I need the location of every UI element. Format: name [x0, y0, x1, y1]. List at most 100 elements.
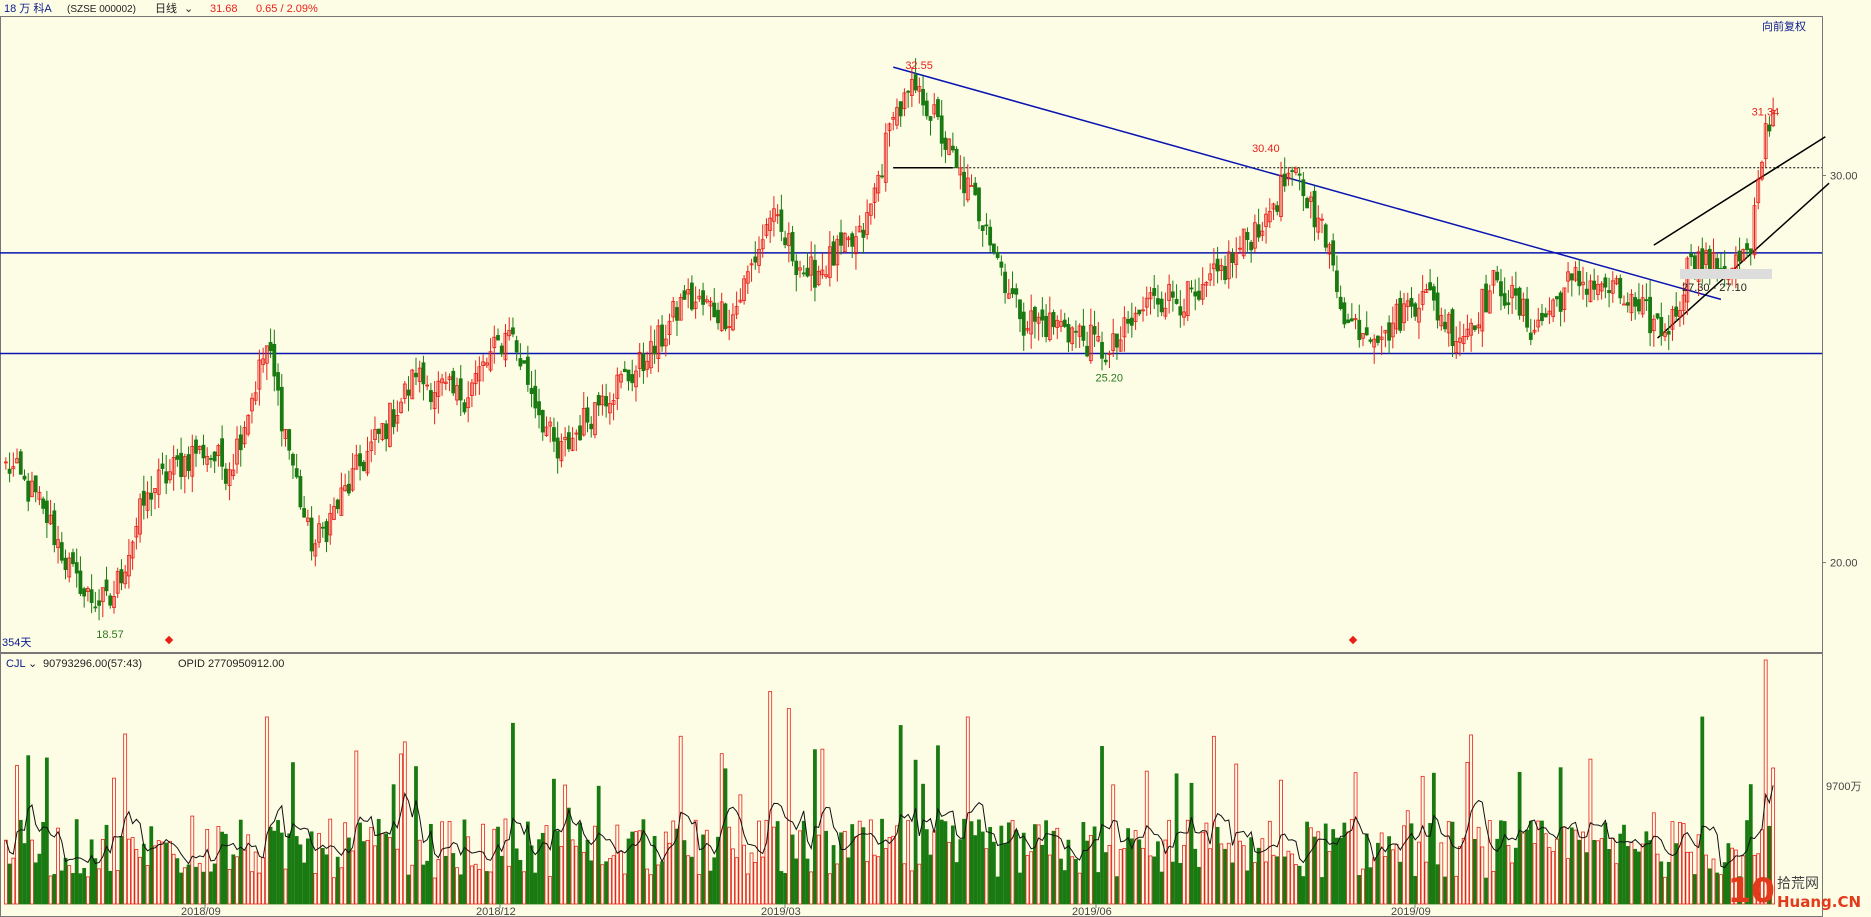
volume-bar — [1003, 843, 1007, 905]
volume-bar — [108, 870, 113, 905]
candle-body — [71, 552, 75, 564]
volume-bar — [1577, 839, 1582, 905]
candle-body — [731, 314, 735, 331]
candle-body — [223, 468, 228, 484]
volume-bar — [723, 768, 728, 905]
candle-body — [1185, 281, 1190, 317]
stock-code: (SZSE 000002) — [67, 4, 136, 15]
volume-bar — [250, 871, 254, 905]
volume-bar — [462, 819, 467, 905]
volume-bar — [1081, 822, 1086, 905]
candle-body — [380, 423, 385, 440]
candle-body — [690, 282, 694, 310]
volume-bar — [313, 872, 318, 905]
candle-body — [1651, 318, 1656, 332]
candle-body — [1163, 307, 1168, 317]
volume-bar — [1036, 824, 1041, 905]
volume-bar — [1592, 839, 1597, 905]
volume-bar — [850, 824, 855, 905]
candle-body — [1450, 309, 1455, 347]
adjust-mode[interactable]: 向前复权 — [1762, 19, 1806, 33]
candle-body — [1197, 290, 1201, 300]
candle-body — [67, 557, 72, 578]
volume-bar — [1133, 830, 1138, 905]
candle-body — [1081, 325, 1086, 341]
candle-body — [615, 374, 620, 399]
candle-body — [965, 177, 970, 201]
candle-body — [1558, 292, 1563, 312]
chevron-down-icon[interactable]: ⌄ — [28, 658, 37, 670]
volume-bar — [686, 855, 691, 905]
volume-bar — [809, 871, 814, 905]
volume-bar — [488, 871, 493, 905]
candle-body — [1320, 218, 1324, 221]
candle-body — [246, 414, 251, 435]
candle-body — [1525, 298, 1529, 328]
volume-bar — [1607, 849, 1611, 905]
volume-bar — [958, 839, 963, 905]
candle-body — [566, 432, 571, 450]
volume-bar — [917, 863, 922, 905]
candle-body — [585, 407, 590, 423]
candle-body — [1599, 283, 1604, 292]
candle-body — [1279, 174, 1283, 217]
candle-body — [253, 392, 258, 401]
volume-bar — [261, 857, 266, 905]
volume-bar — [1361, 868, 1365, 905]
volume-bar — [1379, 832, 1384, 905]
candle-body — [1174, 298, 1179, 304]
candle-body — [1290, 170, 1295, 173]
volume-bar — [220, 831, 225, 905]
volume-bar — [18, 819, 23, 905]
volume-bar — [328, 818, 333, 905]
volume-bar — [1279, 779, 1283, 905]
candle-body — [574, 432, 579, 435]
candle-body — [250, 397, 254, 412]
candle-body — [842, 232, 847, 253]
volume-bar — [1584, 852, 1589, 905]
chevron-down-icon[interactable]: ⌄ — [184, 3, 193, 15]
volume-bar — [943, 821, 948, 905]
candle-body — [805, 267, 810, 277]
candle-body — [1443, 321, 1447, 330]
volume-bar — [1733, 849, 1738, 905]
candle-body — [1249, 241, 1254, 251]
candle-body — [1696, 251, 1701, 282]
volume-bar — [1722, 862, 1727, 905]
volume-bar — [503, 818, 508, 905]
candle-body — [291, 453, 295, 466]
candle-body — [1141, 309, 1145, 312]
x-tick-label: 2019/06 — [1072, 906, 1112, 917]
volume-bar — [1245, 870, 1250, 905]
candle-body — [1074, 330, 1078, 333]
volume-bar — [63, 857, 68, 905]
candle-body — [954, 148, 959, 169]
volume-bar — [56, 827, 60, 905]
candle-body — [112, 596, 116, 608]
volume-bar — [201, 871, 206, 905]
volume-bar — [216, 826, 221, 905]
period-selector[interactable]: 日线 — [155, 1, 177, 15]
volume-bar — [1115, 876, 1119, 905]
candle-body — [302, 508, 307, 518]
candle-body — [872, 187, 877, 203]
candle-body — [1700, 248, 1705, 271]
volume-bar — [1715, 872, 1720, 905]
volume-bar — [1230, 862, 1235, 905]
volume-bar — [1696, 834, 1701, 905]
volume-bar — [175, 858, 180, 905]
volume-bar — [1349, 819, 1354, 905]
candle-body — [809, 256, 814, 276]
candle-body — [1409, 298, 1414, 307]
volume-bar — [589, 860, 594, 905]
candle-body — [1204, 281, 1209, 286]
candle-body — [41, 498, 46, 509]
candle-body — [429, 390, 433, 403]
volume-indicator[interactable]: CJL — [6, 658, 26, 670]
volume-bar — [1711, 858, 1716, 905]
candle-body — [880, 175, 884, 178]
candle-body — [268, 342, 273, 352]
candle-body — [149, 492, 154, 500]
volume-bar — [1551, 851, 1556, 905]
candle-body — [74, 562, 79, 574]
